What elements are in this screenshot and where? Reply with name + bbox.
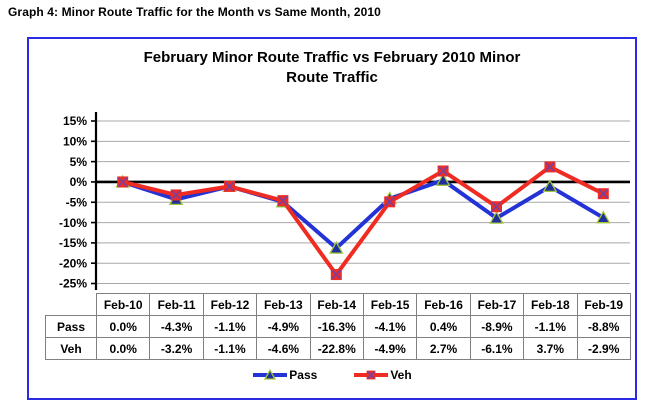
table-col-header: Feb-16 bbox=[416, 293, 471, 316]
table-cell-pass: -8.8% bbox=[576, 315, 631, 338]
table-cell-veh: -4.6% bbox=[256, 337, 311, 360]
table-col-header: Feb-18 bbox=[523, 293, 578, 316]
marker-x-stroke bbox=[438, 166, 449, 176]
chart-legend: Pass Veh bbox=[29, 368, 635, 382]
data-point-marker-triangle bbox=[435, 172, 451, 186]
table-col-header: Feb-14 bbox=[309, 293, 364, 316]
series-veh bbox=[117, 161, 609, 281]
legend-marker-x-square-icon bbox=[354, 370, 389, 380]
table-cell-pass: -1.1% bbox=[202, 315, 258, 338]
legend-label: Veh bbox=[390, 368, 412, 382]
marker-x-stroke bbox=[491, 201, 502, 212]
table-cell-veh: 2.7% bbox=[416, 337, 471, 360]
table-cell-veh: -2.9% bbox=[576, 337, 631, 360]
marker-x-stroke bbox=[598, 188, 609, 199]
table-row-label: Veh bbox=[45, 337, 97, 360]
table-row-pass: Pass 0.0% -4.3% -1.1% -4.9% -16.3% -4.1% 0.4% -8… bbox=[45, 315, 631, 338]
table-col-header: Feb-19 bbox=[576, 293, 631, 316]
table-col-header: Feb-12 bbox=[202, 293, 258, 316]
table-cell-veh: -22.8% bbox=[309, 337, 364, 360]
page-title: Graph 4: Minor Route Traffic for the Mon… bbox=[8, 5, 381, 19]
chart-title-line1: February Minor Route Traffic vs February… bbox=[143, 49, 521, 66]
table-cell-pass: -16.3% bbox=[309, 315, 364, 338]
table-row-label: Pass bbox=[45, 315, 97, 338]
marker-x-stroke bbox=[384, 196, 395, 207]
data-point-marker-triangle bbox=[489, 210, 504, 224]
table-corner-blank bbox=[46, 294, 97, 316]
line-chart-plot: 15% 10% 5% 0% -5% -10% -15% -20% -25% bbox=[59, 112, 630, 291]
data-point-marker-triangle bbox=[264, 368, 277, 380]
legend-label: Pass bbox=[289, 368, 318, 382]
table-cell-veh: -4.9% bbox=[362, 337, 418, 360]
table-cell-veh: -6.1% bbox=[469, 337, 525, 360]
chart-title: February Minor Route Traffic vs February… bbox=[29, 48, 635, 88]
y-tick-label: -5% bbox=[66, 195, 88, 209]
legend-item-veh: Veh bbox=[353, 368, 412, 382]
table-cell-pass: -4.9% bbox=[256, 315, 311, 338]
table-col-header: Feb-11 bbox=[149, 293, 204, 316]
grid-lines bbox=[96, 120, 630, 284]
legend-item-pass: Pass bbox=[252, 368, 317, 382]
table-cell-pass: 0.0% bbox=[95, 315, 151, 338]
y-tick-label: -20% bbox=[59, 256, 87, 270]
table-cell-veh: -1.1% bbox=[202, 337, 258, 360]
y-tick-label: -25% bbox=[59, 277, 87, 291]
y-tick-label: 5% bbox=[70, 155, 88, 169]
table-cell-pass: -4.1% bbox=[362, 315, 418, 338]
table-cell-veh: -3.2% bbox=[149, 337, 204, 360]
data-point-marker-triangle bbox=[328, 240, 344, 254]
table-header-row: Feb-10 Feb-11 Feb-12 Feb-13 Feb-14 Feb-15 Feb-… bbox=[46, 293, 631, 316]
table-cell-veh: 3.7% bbox=[523, 337, 578, 360]
marker-x-stroke bbox=[277, 195, 288, 206]
y-tick-label: 0% bbox=[70, 175, 88, 189]
marker-x-stroke bbox=[224, 181, 235, 192]
marker-x-stroke bbox=[331, 269, 342, 280]
chart-title-line2: Route Traffic bbox=[286, 69, 378, 86]
table-col-header: Feb-13 bbox=[256, 293, 311, 316]
y-tick-label: 15% bbox=[63, 114, 87, 128]
y-tick-label: -10% bbox=[59, 216, 87, 230]
series-line-pass bbox=[120, 178, 606, 251]
marker-x-stroke bbox=[117, 177, 128, 187]
data-point-marker-triangle bbox=[542, 179, 558, 193]
table-cell-pass: -4.3% bbox=[149, 315, 204, 338]
data-point-marker-triangle bbox=[595, 210, 611, 224]
chart-data-table: Feb-10 Feb-11 Feb-12 Feb-13 Feb-14 Feb-15 Feb-… bbox=[45, 293, 631, 360]
table-cell-pass: -8.9% bbox=[469, 315, 525, 338]
table-row-veh: Veh 0.0% -3.2% -1.1% -4.6% -22.8% -4.9% 2.7% -6.… bbox=[45, 337, 631, 360]
y-axis-labels: 15% 10% 5% 0% -5% -10% -15% -20% -25% bbox=[59, 114, 87, 291]
table-col-header: Feb-15 bbox=[362, 293, 418, 316]
table-col-header: Feb-17 bbox=[469, 293, 525, 316]
series-line-veh bbox=[120, 164, 606, 277]
legend-marker-triangle-icon bbox=[253, 368, 288, 380]
table-col-header: Feb-10 bbox=[95, 293, 151, 316]
marker-x-stroke bbox=[367, 370, 376, 380]
chart-frame: February Minor Route Traffic vs February… bbox=[27, 37, 637, 400]
table-cell-pass: 0.4% bbox=[416, 315, 471, 338]
table-cell-pass: -1.1% bbox=[523, 315, 578, 338]
marker-x-stroke bbox=[544, 161, 555, 172]
y-tick-label: -15% bbox=[59, 236, 87, 250]
y-tick-label: 10% bbox=[63, 135, 87, 149]
marker-x-stroke bbox=[171, 190, 182, 200]
table-cell-veh: 0.0% bbox=[95, 337, 151, 360]
